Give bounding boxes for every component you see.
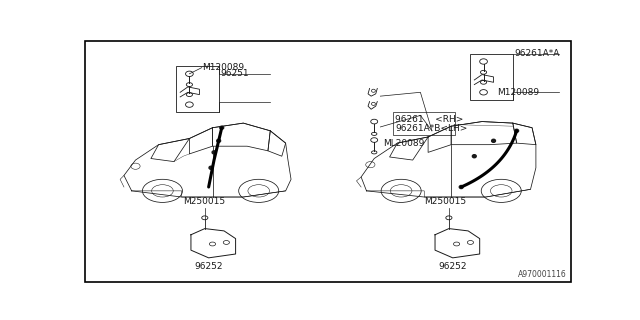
Text: 96251: 96251 bbox=[220, 69, 249, 78]
Ellipse shape bbox=[217, 139, 221, 142]
Text: 96252: 96252 bbox=[195, 262, 223, 271]
Text: 96261    <RH>: 96261 <RH> bbox=[395, 115, 463, 124]
Text: 96261A*B<LH>: 96261A*B<LH> bbox=[395, 124, 467, 133]
Ellipse shape bbox=[460, 186, 463, 188]
Text: M250015: M250015 bbox=[424, 197, 467, 206]
Bar bbox=[470, 54, 513, 100]
Bar bbox=[176, 66, 219, 112]
Ellipse shape bbox=[472, 155, 476, 158]
Ellipse shape bbox=[515, 129, 518, 132]
Text: M250015: M250015 bbox=[183, 197, 225, 206]
Text: 96261A*A: 96261A*A bbox=[515, 49, 560, 58]
Text: A970001116: A970001116 bbox=[518, 270, 566, 279]
Text: 96252: 96252 bbox=[438, 262, 467, 271]
Ellipse shape bbox=[220, 126, 223, 129]
Ellipse shape bbox=[209, 166, 213, 169]
Text: M120089: M120089 bbox=[497, 88, 540, 97]
Ellipse shape bbox=[492, 139, 495, 142]
Text: ML20089: ML20089 bbox=[383, 139, 425, 148]
Ellipse shape bbox=[212, 151, 216, 154]
Text: M120089: M120089 bbox=[202, 63, 244, 72]
Bar bbox=[394, 112, 455, 135]
